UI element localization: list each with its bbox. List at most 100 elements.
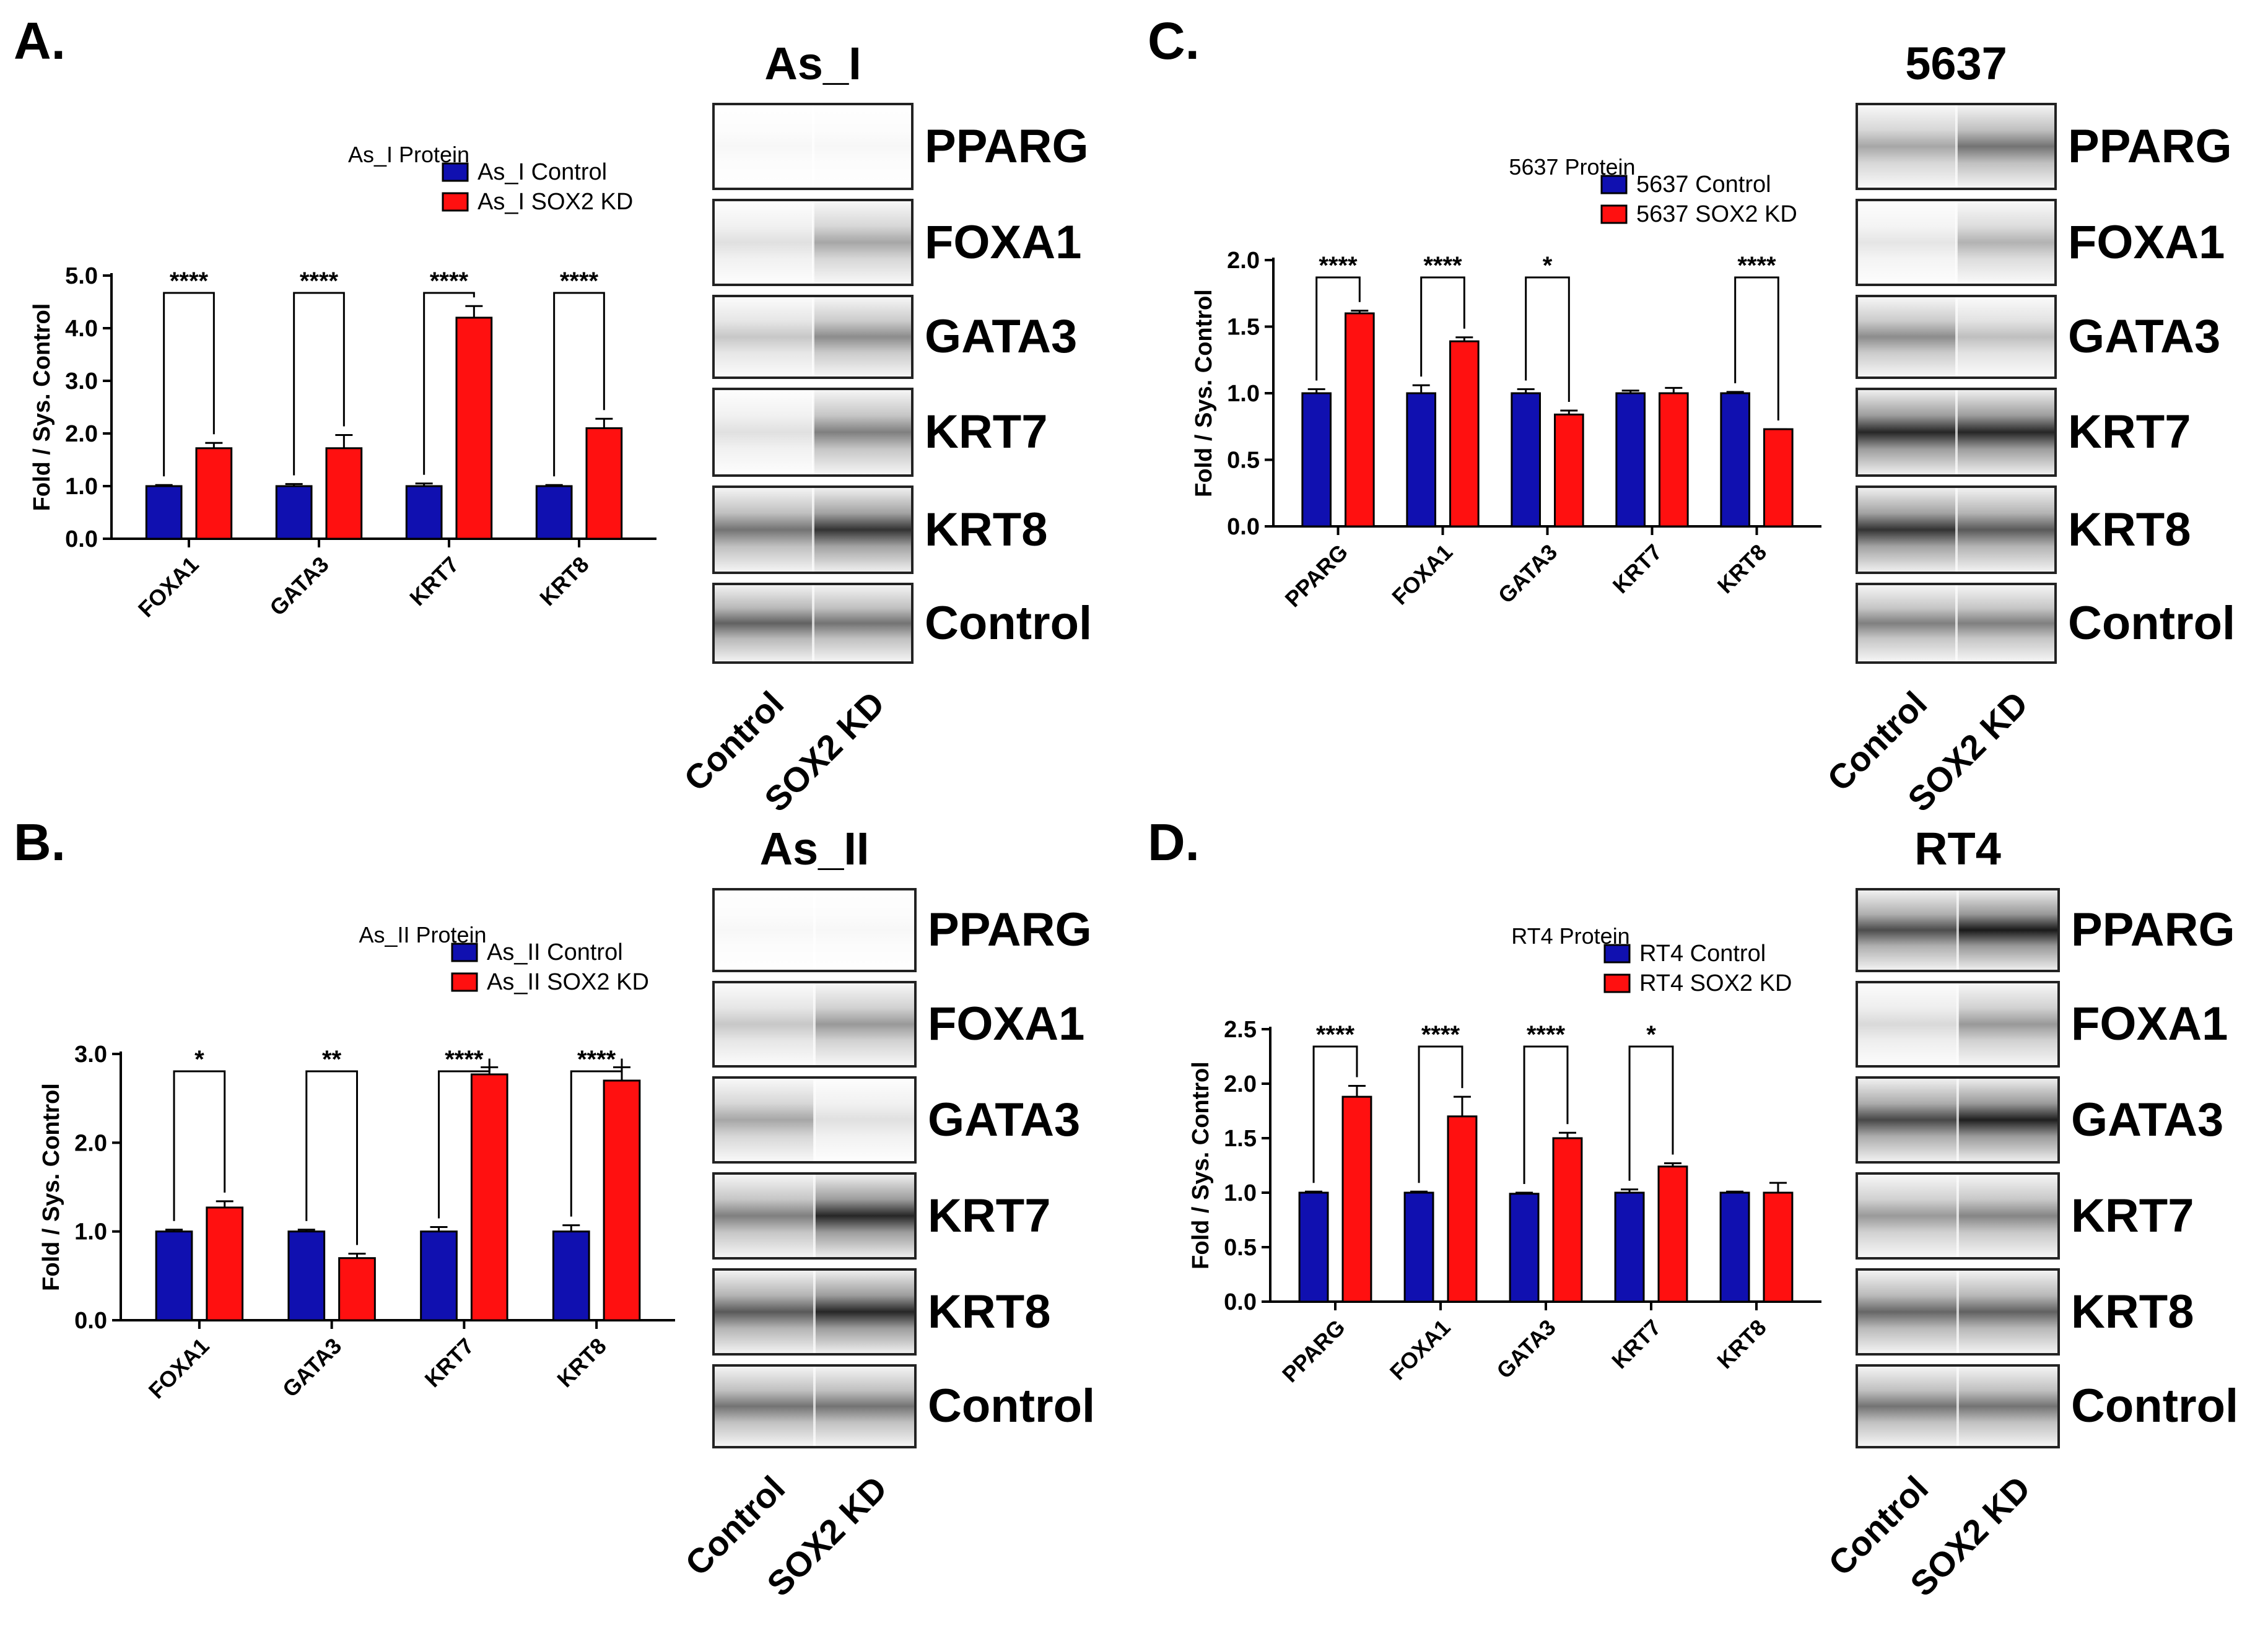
blot-band xyxy=(1956,390,2054,474)
bar xyxy=(1657,1165,1688,1303)
blot-band xyxy=(715,488,813,572)
blot-row-label: KRT8 xyxy=(2071,1285,2194,1338)
lane-separator xyxy=(1955,390,1958,474)
bar xyxy=(405,485,443,540)
x-tick-label: FOXA1 xyxy=(1385,1315,1455,1385)
blot-band xyxy=(813,105,911,188)
blot-row-label: PPARG xyxy=(2071,903,2235,956)
x-tick-label: KRT7 xyxy=(1607,1315,1665,1373)
lane-separator xyxy=(1955,201,1958,284)
x-tick-label: KRT7 xyxy=(420,1333,479,1392)
x-tick-label: GATA3 xyxy=(1493,539,1562,608)
bar xyxy=(1763,1191,1794,1303)
significance-stars: ** xyxy=(322,1046,342,1073)
legend-label: As_II SOX2 KD xyxy=(487,969,649,995)
bar xyxy=(155,1230,193,1321)
bar xyxy=(1449,340,1480,528)
x-tick-label: PPARG xyxy=(1277,1315,1350,1388)
legend-swatch xyxy=(1600,175,1628,194)
significance-stars: **** xyxy=(577,1046,616,1073)
legend-label: RT4 Control xyxy=(1639,941,1766,967)
lane-separator xyxy=(1955,488,1958,572)
blot-row-label: KRT7 xyxy=(2071,1189,2194,1242)
blot-band xyxy=(813,297,911,377)
blot-band xyxy=(813,488,911,572)
blot-band xyxy=(715,105,813,188)
blot-band xyxy=(1956,105,2054,188)
bar xyxy=(1615,392,1646,528)
blot-band xyxy=(1858,1079,1958,1161)
bar xyxy=(1403,1191,1434,1303)
legend-label: As_I Control xyxy=(478,159,607,185)
blot-band xyxy=(1956,201,2054,284)
blot-band-row xyxy=(1856,1268,2060,1356)
panel-c: C. 5637 Protein 5637 Control 5637 SOX2 KD 0… xyxy=(1134,0,2268,819)
significance-stars: **** xyxy=(430,268,469,295)
bar xyxy=(1298,1191,1329,1303)
bar xyxy=(1614,1191,1645,1303)
significance-bracket xyxy=(1525,276,1570,402)
y-axis-label: Fold / Sys. Control xyxy=(29,303,55,511)
blot-row-label: Control xyxy=(2071,1380,2239,1432)
blot-band xyxy=(1858,983,1958,1065)
y-tick-label: 0.0 xyxy=(65,526,98,552)
significance-bracket xyxy=(570,1058,623,1217)
blot-band xyxy=(715,297,813,377)
blot-band xyxy=(1958,1367,2057,1446)
blot-band xyxy=(715,1175,814,1257)
x-tick-label: GATA3 xyxy=(1491,1315,1560,1383)
blot-row-label: GATA3 xyxy=(2071,1093,2224,1146)
blot-row-label: KRT8 xyxy=(925,503,1048,556)
bar xyxy=(585,427,623,540)
blot-band xyxy=(1958,1175,2057,1257)
blot-title: RT4 xyxy=(1914,823,2001,874)
blot-band xyxy=(814,1079,914,1161)
blot-row-label: GATA3 xyxy=(925,310,1078,363)
blot-band-row xyxy=(712,1268,917,1356)
y-tick-label: 0.0 xyxy=(74,1308,107,1334)
blot-band xyxy=(1956,297,2054,377)
lane-separator xyxy=(813,983,816,1065)
lane-separator xyxy=(813,1079,816,1161)
blot-band-row xyxy=(712,981,917,1068)
blot-band xyxy=(1858,890,1958,970)
blot-row-label: FOXA1 xyxy=(2071,998,2228,1050)
blot-band xyxy=(1858,1367,1958,1446)
y-tick-label: 2.0 xyxy=(74,1130,107,1156)
blot-band xyxy=(814,983,914,1065)
blot-band xyxy=(1958,983,2057,1065)
y-tick-label: 4.0 xyxy=(65,316,98,342)
y-tick-label: 1.5 xyxy=(1224,1126,1257,1152)
blot-title: As_II xyxy=(759,823,870,874)
lane-separator xyxy=(811,201,814,284)
y-tick-label: 5.0 xyxy=(65,263,98,289)
blot-band-row xyxy=(712,583,914,664)
x-tick-label: GATA3 xyxy=(277,1333,346,1402)
panel-b: B. As_II Protein As_II Control As_II SOX2 … xyxy=(0,794,1134,1604)
y-axis-label: Fold / Sys. Control xyxy=(1191,289,1217,497)
y-axis-label: Fold / Sys. Control xyxy=(38,1083,64,1291)
lane-separator xyxy=(1956,1367,1959,1446)
x-tick-label: KRT7 xyxy=(1608,539,1667,598)
blot-band-row xyxy=(712,103,914,190)
lane-separator xyxy=(813,1175,816,1257)
blot-row-label: FOXA1 xyxy=(925,215,1082,269)
significance-stars: * xyxy=(194,1046,204,1073)
lane-separator xyxy=(1955,585,1958,661)
blot-band xyxy=(715,890,814,970)
blot-band-row xyxy=(1856,388,2057,477)
blot-row-label: FOXA1 xyxy=(2068,215,2225,269)
lane-separator xyxy=(1956,890,1959,970)
bar xyxy=(338,1257,376,1321)
blot-band xyxy=(814,1367,914,1446)
blot-band xyxy=(1858,1271,1958,1353)
legend-label: As_II Control xyxy=(487,939,623,965)
significance-bracket xyxy=(305,1070,358,1245)
lane-separator xyxy=(811,585,814,661)
y-tick-label: 2.0 xyxy=(1224,1071,1257,1097)
significance-stars: **** xyxy=(1527,1021,1566,1048)
blot-title: 5637 xyxy=(1905,38,2007,89)
blot-band xyxy=(813,390,911,474)
